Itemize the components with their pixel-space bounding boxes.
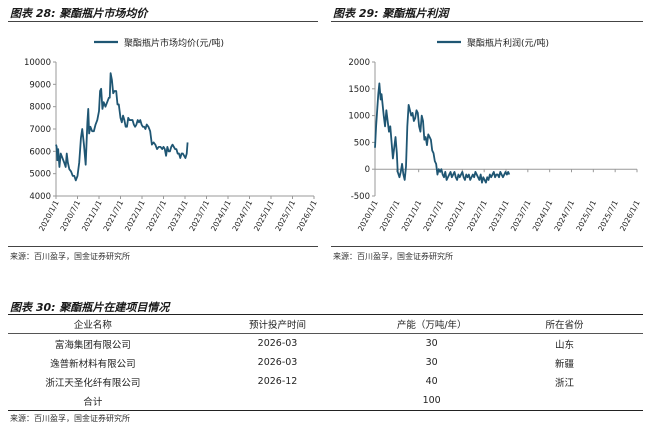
x-tick-label: 2021/1/1	[80, 199, 104, 233]
cell-date: 2026-03	[257, 338, 298, 349]
y-tick-label: 2000	[348, 58, 370, 68]
y-tick-label: 7000	[29, 125, 51, 135]
x-tick-label: 2025/1/1	[574, 199, 598, 233]
profit-chart: 聚酯瓶片利润(元/吨)-50005001000150020002020/1/12…	[348, 37, 642, 233]
x-tick-label: 2024/1/1	[531, 199, 555, 233]
y-tick-label: 8000	[29, 103, 51, 113]
y-tick-label: -500	[351, 192, 370, 202]
x-tick-label: 2021/1/1	[400, 199, 424, 233]
x-tick-label: 2023/1/1	[166, 199, 190, 233]
cell-province: 山东	[555, 339, 575, 351]
table-row: 浙江天圣化纤有限公司 2026-12 40 浙江	[8, 372, 643, 391]
figure28-title-rule	[8, 21, 318, 22]
x-tick-label: 2022/1/1	[443, 199, 467, 233]
x-tick-label: 2020/7/1	[378, 199, 402, 233]
legend-label: 聚酯瓶片利润(元/吨)	[467, 37, 549, 49]
y-tick-label: 4000	[29, 192, 51, 202]
header-company: 企业名称	[8, 314, 178, 334]
cell-capacity: 100	[377, 391, 487, 411]
x-tick-label: 2020/7/1	[59, 199, 83, 233]
x-tick-label: 2026/1/1	[295, 199, 319, 233]
figure29-bottom-rule	[331, 246, 643, 247]
x-tick-label: 2021/7/1	[422, 199, 446, 233]
cell-company: 富海集团有限公司	[54, 339, 131, 351]
figure29-title-rule	[331, 21, 643, 22]
x-tick-label: 2021/7/1	[102, 199, 126, 233]
y-tick-label: 0	[365, 165, 370, 175]
figure28-title: 图表 28: 聚酯瓶片市场均价	[10, 7, 148, 20]
figure28-source: 来源：百川盈孚，国金证券研究所	[10, 252, 130, 261]
y-tick-label: 1000	[348, 112, 370, 122]
table-row: 富海集团有限公司 2026-03 30 山东	[8, 334, 643, 354]
table30-title: 图表 30: 聚酯瓶片在建项目情况	[10, 301, 170, 314]
cell-date: 2026-12	[257, 376, 298, 387]
cell-province	[486, 391, 643, 411]
header-capacity: 产能（万吨/年）	[377, 314, 487, 334]
y-tick-label: 5000	[29, 170, 51, 180]
table-row: 逸普新材料有限公司 2026-03 30 新疆	[8, 353, 643, 372]
legend-label: 聚酯瓶片市场均价(元/吨)	[124, 37, 224, 49]
y-tick-label: 9000	[29, 80, 51, 90]
x-tick-label: 2025/1/1	[252, 199, 276, 233]
cell-date: 2026-03	[257, 357, 298, 368]
projects-table: 企业名称 预计投产时间 产能（万吨/年） 所在省份 富海集团有限公司 2026-…	[8, 314, 643, 411]
y-tick-label: 6000	[29, 147, 51, 157]
cell-capacity: 30	[425, 357, 438, 368]
x-tick-label: 2024/7/1	[231, 199, 255, 233]
table-total-row: 合计 100	[8, 391, 643, 411]
x-tick-label: 2022/1/1	[123, 199, 147, 233]
cell-company: 合计	[8, 391, 178, 411]
x-tick-label: 2023/1/1	[487, 199, 511, 233]
series-line	[55, 72, 189, 182]
y-tick-label: 500	[354, 138, 370, 148]
cell-capacity: 30	[425, 338, 438, 349]
x-tick-label: 2026/1/1	[618, 199, 642, 233]
table30-source: 来源：百川盈孚，国金证券研究所	[10, 414, 130, 423]
x-tick-label: 2022/7/1	[465, 199, 489, 233]
figure29-source: 来源：百川盈孚，国金证券研究所	[333, 252, 453, 261]
figure29-title: 图表 29: 聚酯瓶片利润	[333, 7, 449, 20]
x-tick-label: 2025/7/1	[274, 199, 298, 233]
x-tick-label: 2022/7/1	[145, 199, 169, 233]
x-tick-label: 2025/7/1	[596, 199, 620, 233]
cell-date	[177, 391, 378, 411]
cell-company: 浙江天圣化纤有限公司	[45, 377, 141, 389]
price-chart: 聚酯瓶片市场均价(元/吨) 4000 5000 6000 7000 8000 9000 100…	[24, 37, 319, 233]
cell-province: 浙江	[555, 377, 575, 389]
x-tick-label: 2020/1/1	[356, 199, 380, 233]
table-header-row: 企业名称 预计投产时间 产能（万吨/年） 所在省份	[8, 314, 643, 334]
x-tick-label: 2023/7/1	[509, 199, 533, 233]
x-tick-label: 2023/7/1	[188, 199, 212, 233]
cell-company: 逸普新材料有限公司	[50, 358, 136, 370]
x-tick-label: 2024/7/1	[553, 199, 577, 233]
x-tick-label: 2024/1/1	[209, 199, 233, 233]
y-tick-label: 10000	[24, 58, 51, 68]
y-tick-label: 1500	[348, 85, 370, 95]
series-line	[374, 82, 511, 184]
header-province: 所在省份	[486, 314, 643, 334]
cell-capacity: 40	[425, 376, 438, 387]
figure28-bottom-rule	[8, 246, 318, 247]
x-tick-label: 2020/1/1	[37, 199, 61, 233]
cell-province: 新疆	[555, 358, 575, 370]
header-date: 预计投产时间	[177, 314, 378, 334]
